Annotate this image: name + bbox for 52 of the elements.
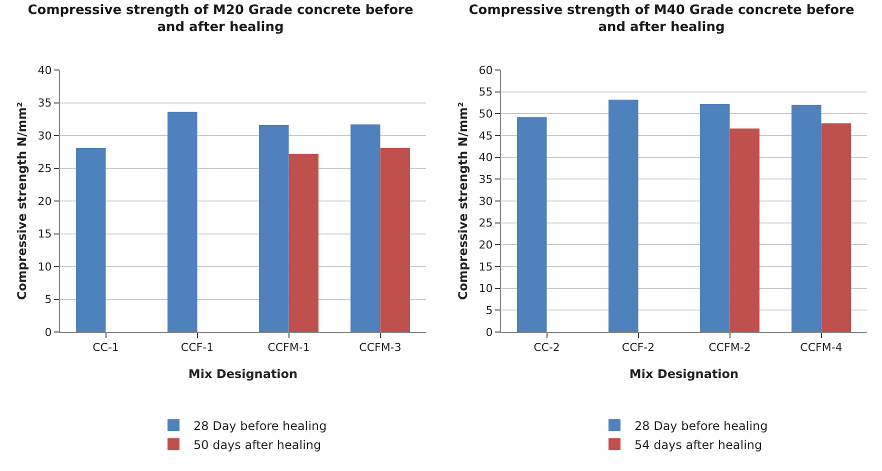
y-tick-label: 5 — [486, 304, 493, 318]
x-tick-label: CC-1 — [92, 341, 119, 354]
bar — [288, 154, 318, 332]
bar — [380, 148, 410, 332]
bar — [700, 104, 730, 332]
y-axis-title: Compressive strength N/mm² — [456, 102, 470, 300]
legend-label: 28 Day before healing — [634, 418, 768, 433]
bar — [821, 123, 851, 332]
chart-title: Compressive strength of M20 Grade concrete before and after healing — [28, 3, 414, 36]
y-tick-label: 0 — [44, 326, 52, 339]
y-tick-label: 25 — [38, 162, 52, 176]
chart-title: Compressive strength of M40 Grade concrete before and after healing — [468, 3, 854, 36]
legend-label: 54 days after healing — [634, 438, 762, 452]
bar — [608, 100, 638, 332]
y-tick-label: 10 — [478, 282, 493, 296]
bar — [730, 128, 760, 332]
y-tick-label: 40 — [38, 64, 52, 77]
y-tick-label: 50 — [478, 108, 493, 121]
y-tick-label: 5 — [44, 293, 52, 306]
legend-label: 28 Day before healing — [194, 418, 327, 433]
y-tick-label: 20 — [478, 238, 493, 252]
bar — [517, 117, 547, 332]
y-tick-label: 55 — [478, 86, 493, 99]
y-tick-label: 35 — [38, 96, 52, 110]
y-tick-label: 15 — [38, 228, 52, 241]
x-tick-label: CCFM-4 — [800, 341, 842, 354]
x-tick-label: CCF-2 — [622, 341, 655, 354]
bar — [76, 148, 106, 332]
y-tick-label: 45 — [478, 129, 493, 142]
y-tick-label: 25 — [478, 216, 493, 230]
y-tick-label: 10 — [38, 260, 52, 274]
y-tick-label: 40 — [478, 151, 493, 164]
bar — [259, 125, 289, 332]
x-tick-label: CCFM-3 — [359, 341, 402, 354]
y-tick-label: 30 — [38, 129, 52, 142]
y-tick-label: 20 — [38, 194, 52, 208]
bar — [792, 104, 822, 332]
y-tick-label: 60 — [478, 64, 493, 77]
y-tick-label: 0 — [486, 326, 493, 339]
x-tick-label: CCF-1 — [180, 341, 214, 354]
x-axis-title: Mix Designation — [629, 367, 739, 381]
y-tick-label: 15 — [478, 260, 493, 274]
y-axis-title: Compressive strength N/mm² — [15, 102, 29, 300]
x-tick-label: CCFM-1 — [268, 341, 310, 354]
x-tick-label: CC-2 — [534, 341, 560, 354]
bar — [350, 124, 380, 332]
x-axis-title: Mix Designation — [188, 367, 298, 381]
y-tick-label: 30 — [478, 194, 493, 208]
bar — [168, 112, 198, 332]
x-tick-label: CCFM-2 — [708, 341, 751, 354]
y-tick-label: 35 — [478, 173, 493, 186]
legend-label: 50 days after healing — [194, 438, 322, 452]
